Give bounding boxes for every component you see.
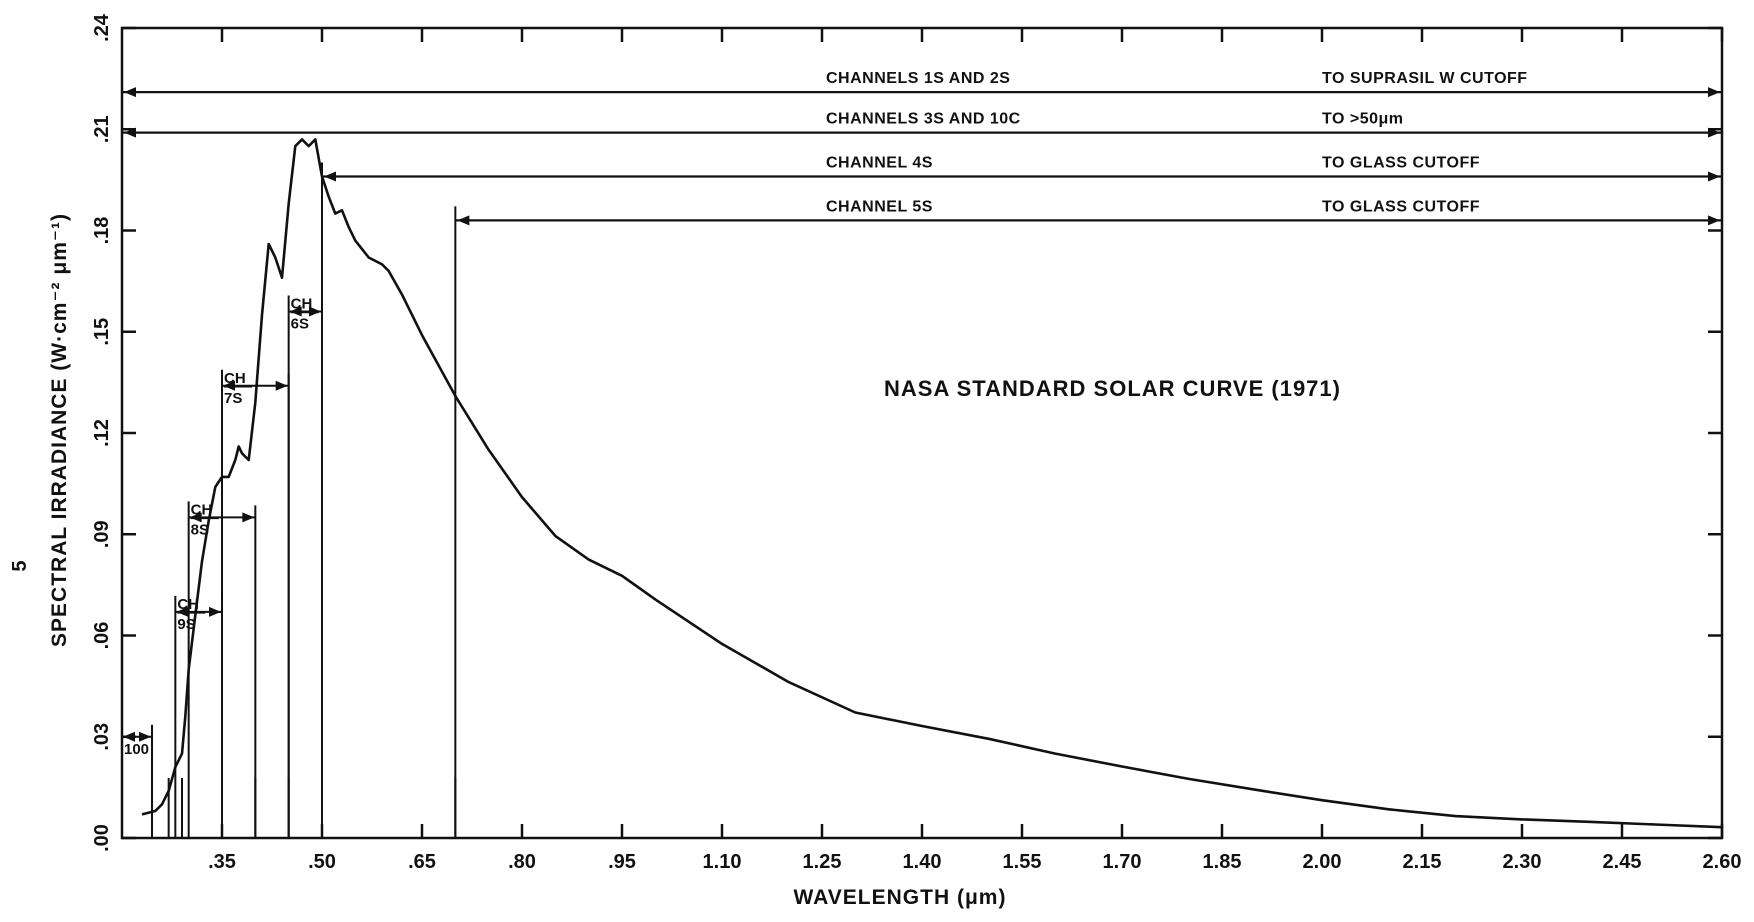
y-tick-label: .09 (91, 520, 113, 548)
x-tick-label: .65 (408, 851, 436, 873)
arrowhead (275, 380, 288, 391)
y-tick-label: .15 (91, 318, 113, 346)
x-tick-label: .50 (308, 851, 336, 873)
channel-label-bottom: 9S (177, 616, 195, 633)
arrowhead (189, 512, 202, 523)
channel-label-top: CH (191, 501, 213, 518)
arrowhead (123, 731, 135, 742)
y-tick-label: .18 (91, 217, 113, 245)
band-target-label: TO GLASS CUTOFF (1322, 155, 1480, 172)
x-tick-label: .95 (608, 851, 636, 873)
arrowhead (209, 606, 221, 617)
channel-label-bottom: 100 (124, 741, 149, 758)
y-tick-label: .12 (91, 419, 113, 447)
main-label: NASA STANDARD SOLAR CURVE (1971) (884, 376, 1341, 401)
band-target-label: TO GLASS CUTOFF (1322, 198, 1480, 215)
arrowhead (139, 731, 151, 742)
axis-ticks: .35 .50 .65 .80 .95 1.10 1.25 1.40 1.55 1.70 1.85 2… (91, 13, 1741, 873)
y-tick-label: .03 (91, 723, 113, 751)
arrowhead (1708, 87, 1720, 98)
x-tick-label: 1.40 (903, 851, 942, 873)
x-tick-label: 2.30 (1503, 851, 1542, 873)
x-tick-label: 2.45 (1603, 851, 1642, 873)
x-tick-label: 2.00 (1303, 851, 1342, 873)
x-tick-label: 2.15 (1403, 851, 1442, 873)
y-axis-title: SPECTRAL IRRADIANCE (W·cm⁻² μm⁻¹) (48, 213, 71, 647)
x-tick-label: 1.70 (1103, 851, 1142, 873)
band-label: CHANNELS 3S AND 10C (826, 111, 1021, 128)
x-tick-label: 2.60 (1703, 851, 1742, 873)
annotations: CHANNELS 1S AND 2S TO SUPRASIL W CUTOFF CH… (121, 70, 1722, 838)
arrowhead (309, 306, 321, 317)
x-tick-label: 1.10 (703, 851, 742, 873)
y-tick-label: .00 (91, 824, 113, 852)
band-target-label: TO >50μm (1322, 111, 1404, 128)
arrowhead (223, 380, 235, 391)
band-label: CHANNEL 4S (826, 155, 933, 172)
arrowhead (1708, 171, 1720, 182)
channel-label-top: CH (291, 296, 313, 313)
x-tick-label: 1.55 (1003, 851, 1042, 873)
y-tick-label: .21 (91, 115, 113, 143)
arrowhead (324, 171, 336, 182)
arrowhead (176, 606, 189, 617)
channel-label-top: CH (224, 370, 246, 387)
arrowhead (457, 215, 470, 226)
y-tick-label: .24 (91, 13, 113, 42)
solar-curve-line (141, 138, 1723, 829)
arrowhead (124, 87, 136, 98)
band-target-label: TO SUPRASIL W CUTOFF (1322, 70, 1528, 87)
x-tick-label: .80 (508, 851, 536, 873)
arrowhead (1708, 215, 1720, 226)
arrowhead (1708, 127, 1720, 138)
band-label: CHANNELS 1S AND 2S (826, 70, 1010, 87)
page-mark: 5 (9, 560, 31, 571)
x-tick-label: 1.85 (1203, 851, 1242, 873)
channel-label-bottom: 6S (291, 316, 309, 333)
channel-label-top: CH (177, 596, 199, 613)
plot-frame (120, 26, 1724, 840)
band-label: CHANNEL 5S (826, 198, 933, 215)
y-tick-label: .06 (91, 622, 113, 650)
x-tick-label: .35 (208, 851, 236, 873)
arrowhead (124, 127, 136, 138)
x-axis-title: WAVELENGTH (μm) (794, 886, 1007, 909)
arrowhead (242, 512, 255, 523)
x-tick-label: 1.25 (803, 851, 842, 873)
channel-label-bottom: 8S (191, 521, 209, 538)
arrowhead (289, 306, 302, 317)
channel-label-bottom: 7S (224, 390, 242, 407)
